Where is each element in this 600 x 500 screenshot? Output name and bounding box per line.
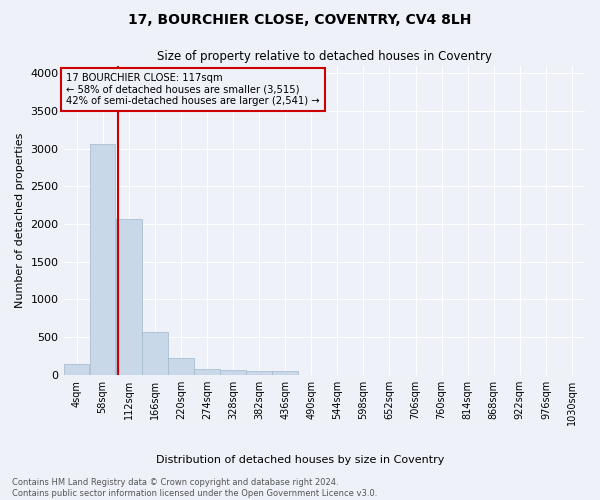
Bar — [194, 369, 220, 375]
Bar — [246, 371, 272, 375]
Text: 17 BOURCHIER CLOSE: 117sqm
← 58% of detached houses are smaller (3,515)
42% of s: 17 BOURCHIER CLOSE: 117sqm ← 58% of deta… — [67, 73, 320, 106]
Bar — [116, 220, 142, 375]
Bar — [168, 358, 194, 375]
Bar — [220, 370, 246, 375]
Bar — [272, 370, 298, 375]
Text: Distribution of detached houses by size in Coventry: Distribution of detached houses by size … — [156, 455, 444, 465]
Y-axis label: Number of detached properties: Number of detached properties — [15, 132, 25, 308]
Text: 17, BOURCHIER CLOSE, COVENTRY, CV4 8LH: 17, BOURCHIER CLOSE, COVENTRY, CV4 8LH — [128, 12, 472, 26]
Bar — [90, 144, 115, 375]
Title: Size of property relative to detached houses in Coventry: Size of property relative to detached ho… — [157, 50, 492, 63]
Bar — [142, 332, 167, 375]
Bar — [64, 364, 89, 375]
Text: Contains HM Land Registry data © Crown copyright and database right 2024.
Contai: Contains HM Land Registry data © Crown c… — [12, 478, 377, 498]
